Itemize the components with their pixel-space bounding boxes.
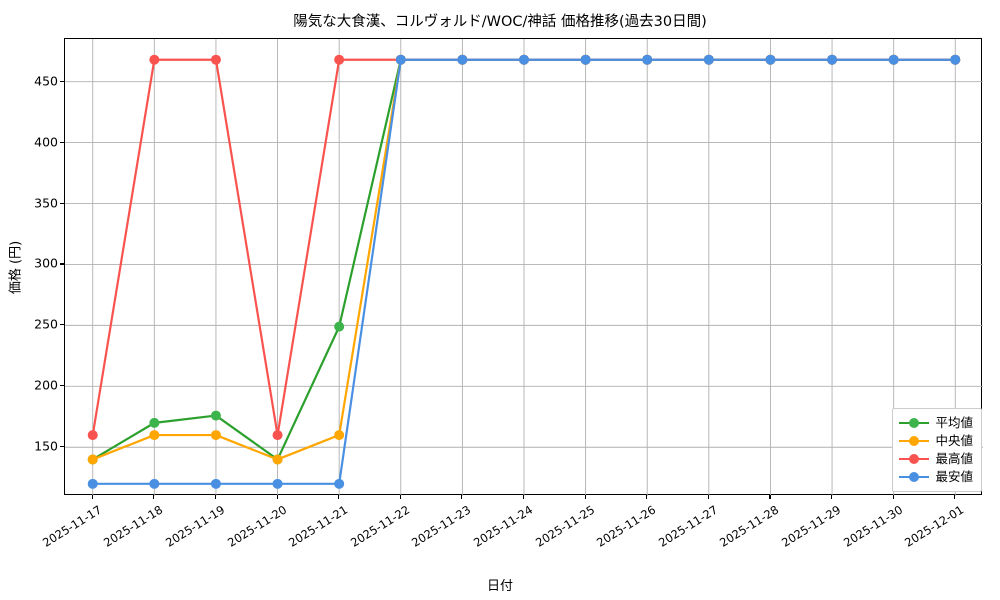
y-axis-tick-mark — [60, 80, 64, 82]
x-axis-tick-mark — [461, 495, 463, 499]
data-point — [210, 410, 221, 421]
data-point — [703, 54, 714, 65]
data-point — [519, 54, 529, 65]
legend-swatch-icon — [899, 471, 930, 483]
legend-label: 平均値 — [935, 414, 973, 430]
x-axis-tick-label: 2025-11-30 — [840, 502, 905, 550]
x-axis-tick-label: 2025-11-23 — [409, 502, 474, 550]
data-point — [950, 54, 961, 65]
chart-title: 陽気な大食漢、コルヴォルド/WOC/神話 価格推移(過去30日間) — [293, 14, 707, 30]
data-point — [334, 478, 345, 489]
data-point — [210, 478, 221, 489]
legend-item[interactable]: 中央値 — [899, 432, 973, 450]
legend-swatch-icon — [899, 435, 930, 447]
x-axis-tick-mark — [338, 495, 340, 499]
x-axis-tick-label: 2025-11-27 — [655, 502, 720, 550]
x-axis-tick-mark — [769, 495, 771, 499]
x-axis-tick-label: 2025-11-22 — [347, 502, 412, 550]
y-axis-tick-label: 200 — [34, 377, 58, 393]
data-point — [210, 54, 221, 65]
chart-legend: 平均値中央値最高値最安値 — [892, 408, 982, 492]
data-point — [334, 321, 345, 332]
x-axis-tick-label: 2025-11-25 — [532, 502, 597, 550]
x-axis-tick-mark — [276, 495, 278, 499]
data-point — [87, 454, 98, 465]
x-axis-label: 日付 — [486, 579, 513, 594]
data-point — [87, 478, 98, 489]
x-axis-tick-label: 2025-11-21 — [286, 502, 351, 550]
data-point — [765, 54, 776, 65]
x-axis-tick-mark — [831, 495, 833, 499]
data-point — [580, 54, 591, 65]
y-axis-tick-label: 450 — [34, 73, 58, 89]
x-axis-tick-mark — [91, 495, 93, 499]
y-axis-tick-mark — [60, 263, 64, 265]
data-point — [272, 454, 283, 465]
data-point — [395, 54, 406, 65]
y-axis-tick-label: 300 — [34, 255, 58, 271]
x-axis-tick-label: 2025-11-29 — [779, 502, 844, 550]
y-axis-tick-mark — [60, 446, 64, 448]
legend-swatch-icon — [899, 453, 930, 465]
legend-swatch-icon — [899, 417, 930, 429]
data-point — [149, 417, 160, 428]
y-axis-tick-mark — [60, 385, 64, 387]
x-axis-tick-mark — [584, 495, 586, 499]
x-axis-tick-label: 2025-11-18 — [101, 502, 166, 550]
x-axis-tick-label: 2025-11-24 — [471, 502, 536, 550]
data-point — [149, 430, 160, 441]
data-point — [334, 54, 345, 65]
data-point — [149, 54, 160, 65]
x-axis-tick-mark — [399, 495, 401, 499]
chart-canvas — [65, 39, 983, 496]
x-axis-tick-label: 2025-12-01 — [902, 502, 967, 550]
x-axis-tick-label: 2025-11-20 — [224, 502, 289, 550]
legend-item[interactable]: 平均値 — [899, 414, 973, 432]
data-point — [457, 54, 468, 65]
x-axis-tick-mark — [646, 495, 648, 499]
legend-label: 中央値 — [935, 432, 973, 448]
x-axis-tick-mark — [214, 495, 217, 499]
x-axis-tick-mark — [523, 495, 525, 499]
data-point — [149, 478, 160, 489]
legend-label: 最高値 — [935, 450, 973, 466]
x-axis-tick-label: 2025-11-17 — [39, 502, 104, 550]
data-point — [827, 54, 838, 65]
x-axis-tick-mark — [954, 495, 956, 499]
data-point — [334, 430, 345, 441]
data-point — [87, 430, 98, 441]
y-axis-tick-label: 400 — [34, 134, 58, 150]
y-axis-tick-label: 150 — [34, 438, 58, 454]
data-point — [642, 54, 653, 65]
x-axis-tick-mark — [892, 495, 894, 499]
data-point — [210, 430, 221, 441]
data-point — [272, 430, 283, 441]
y-axis-tick-mark — [60, 141, 64, 143]
y-axis-tick-mark — [60, 202, 64, 204]
x-axis-tick-label: 2025-11-26 — [594, 502, 659, 550]
legend-label: 最安値 — [935, 468, 973, 484]
legend-item[interactable]: 最安値 — [899, 468, 973, 486]
data-point — [888, 54, 899, 65]
x-axis-tick-label: 2025-11-19 — [162, 502, 228, 550]
plot-area — [64, 38, 983, 496]
x-axis-tick-mark — [707, 495, 709, 499]
y-axis-tick-mark — [60, 324, 64, 326]
x-axis-tick-mark — [153, 495, 155, 499]
y-axis-tick-label: 250 — [34, 316, 58, 332]
y-axis-tick-label: 350 — [34, 195, 58, 211]
data-point — [272, 478, 283, 489]
legend-item[interactable]: 最高値 — [899, 450, 973, 468]
x-axis-tick-label: 2025-11-28 — [717, 502, 782, 550]
